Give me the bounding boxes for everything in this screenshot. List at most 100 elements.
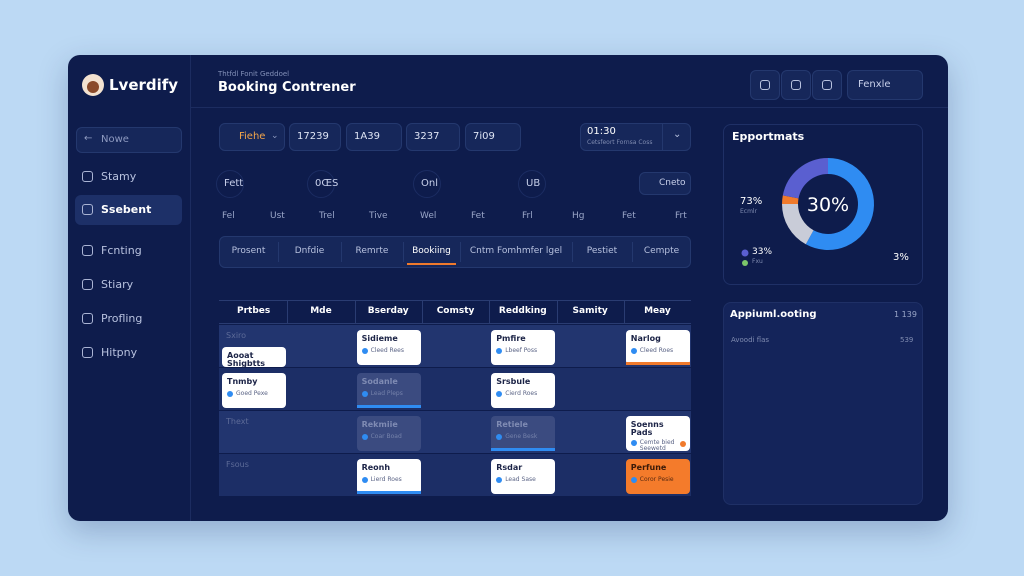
booking-card[interactable] [356, 373, 421, 408]
card-title: Pmfire [496, 334, 526, 343]
column-header: Meay [644, 306, 671, 316]
summary-label: Onl [421, 178, 438, 189]
table-header [219, 300, 691, 324]
day-label: Hg [572, 211, 585, 221]
nav-item: Fcnting [101, 244, 142, 257]
pie-title: Epportmats [732, 130, 805, 143]
summary-button[interactable] [639, 172, 691, 195]
card-title: Rsdar [496, 463, 523, 472]
icon-glyph [822, 80, 832, 90]
card-title: Narlog [630, 334, 661, 343]
column-header: Prtbes [237, 306, 271, 316]
filter-chip-label: 7i09 [473, 131, 495, 142]
booking-card[interactable] [491, 373, 556, 408]
column-header: Reddking [498, 306, 547, 316]
tab[interactable]: Prosent [231, 246, 266, 256]
day-label: Fel [222, 211, 235, 221]
booking-card[interactable] [625, 459, 691, 494]
pie-center-label: 30% [807, 194, 849, 216]
tab[interactable]: Cempte [643, 246, 680, 256]
booking-card[interactable] [222, 347, 287, 367]
booking-card[interactable] [491, 416, 556, 451]
time-box[interactable] [580, 123, 691, 151]
column-header: Mde [310, 306, 332, 316]
booking-card[interactable] [491, 330, 556, 365]
card-title: Aooat Shigbtts [227, 351, 266, 368]
icon-button[interactable] [750, 70, 780, 100]
icon-button[interactable] [781, 70, 811, 100]
booking-card[interactable] [356, 416, 421, 451]
header-eyebrow: Thtfdl Fonit Geddoel [218, 70, 290, 78]
filter-chip[interactable] [289, 123, 341, 151]
tab-divider [572, 242, 573, 262]
bar-annotation: 539 [900, 336, 914, 344]
filter-select-label: Fiehe [239, 131, 266, 142]
card-accent [356, 491, 421, 494]
day-label: Fet [622, 211, 636, 221]
header-divider [190, 107, 948, 108]
summary-label: Fett [224, 178, 244, 189]
user-pill[interactable] [847, 70, 923, 100]
nav-icon [82, 245, 93, 256]
card-status-dot [680, 441, 687, 447]
nav-item: Ssebent [101, 203, 152, 216]
column-divider [556, 300, 558, 324]
pie-segment [782, 158, 829, 199]
icon-button[interactable] [812, 70, 842, 100]
card-title: Soenns Pads [630, 420, 664, 437]
pie-annotation: 73% [740, 196, 763, 207]
day-label: Trel [319, 211, 335, 221]
filter-chip[interactable] [346, 123, 402, 151]
day-label: Tive [369, 211, 388, 221]
sidebar-divider [190, 55, 191, 521]
bookings-card [723, 302, 923, 505]
tab-divider [403, 242, 404, 262]
tab[interactable]: Bookiing [412, 246, 451, 256]
tab-underline [407, 263, 456, 265]
card-title: Retiele [496, 420, 528, 429]
booking-card[interactable] [491, 459, 556, 494]
nav-dropdown[interactable] [76, 127, 182, 153]
filter-select-arrow: ⌄ [271, 131, 279, 141]
time-value: 01:30 [587, 126, 616, 137]
booking-card[interactable] [222, 373, 287, 408]
filter-chip[interactable] [406, 123, 460, 151]
tab[interactable]: Cntm Fomhmfer lgel [469, 246, 563, 256]
bar-title: Appiuml.ooting [730, 309, 817, 320]
tab[interactable]: Pestiet [586, 246, 618, 256]
card-title: Srsbule [496, 377, 531, 386]
nav-item: Stiary [101, 278, 134, 291]
time-sub: Cetsfeort Fornsa Coss [587, 139, 653, 146]
table-row [219, 411, 691, 453]
tab-divider [341, 242, 342, 262]
tab-divider [460, 242, 461, 262]
card-dot [496, 348, 503, 354]
booking-card[interactable] [356, 459, 421, 494]
card-sub: Cierd Roes [505, 390, 538, 397]
card-sub: Coror Pesie [639, 476, 674, 483]
summary-ring [307, 170, 335, 198]
pie-annotation: 33% [752, 247, 773, 257]
nav-icon [82, 279, 93, 290]
header-title: Booking Contrener [218, 80, 356, 95]
tab[interactable]: Dnfdie [294, 246, 325, 256]
column-header: Bserday [367, 306, 409, 316]
user-name: Fenxle [858, 79, 891, 90]
table-row [219, 454, 691, 496]
filter-select[interactable] [219, 123, 285, 151]
booking-card[interactable] [625, 330, 691, 365]
booking-card[interactable] [356, 330, 421, 365]
card-title: Sodanle [361, 377, 398, 386]
day-label: Fet [471, 211, 485, 221]
column-divider [489, 300, 491, 324]
card-dot [496, 391, 503, 397]
tab[interactable]: Remrte [355, 246, 389, 256]
filter-chip[interactable] [465, 123, 521, 151]
row-label: Thext [226, 417, 249, 426]
card-sub: Goed Pexe [236, 390, 268, 397]
legend-dot [742, 260, 748, 266]
nav-icon [82, 171, 93, 182]
tab-divider [278, 242, 279, 262]
booking-card[interactable] [625, 416, 691, 451]
card-sub: Coar Boad [370, 433, 402, 440]
